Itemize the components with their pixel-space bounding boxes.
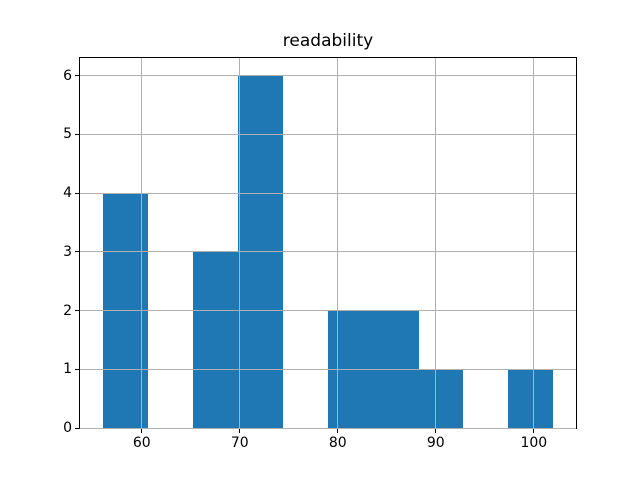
gridline-horizontal [80,251,576,253]
y-tick-mark [75,427,79,429]
histogram-bar [418,369,464,428]
gridline-horizontal [80,310,576,312]
gridline-vertical [435,58,437,428]
y-tick-mark [75,133,79,135]
y-tick-label: 5 [63,126,72,143]
gridline-horizontal [80,192,576,194]
x-tick-mark [337,429,339,433]
y-tick-label: 0 [63,420,72,436]
y-tick-label: 6 [63,67,72,84]
x-tick-mark [533,429,535,433]
x-tick-mark [239,429,241,433]
gridline-vertical [141,58,143,428]
gridline-vertical [337,58,339,428]
y-tick-label: 3 [63,243,72,260]
x-tick-label: 80 [328,435,347,451]
x-tick-label: 90 [426,435,445,451]
y-tick-mark [75,310,79,312]
y-tick-mark [75,192,79,194]
chart-title: readability [282,31,374,51]
plot-area: 60 70 80 90 100 0 1 2 3 4 5 6 [63,57,577,450]
y-tick-label: 1 [63,361,72,378]
y-tick-label: 2 [63,302,72,319]
x-tick-mark [435,429,437,433]
gridline-horizontal [80,133,576,135]
gridline-horizontal [80,368,576,370]
gridline-horizontal [80,75,576,77]
x-tick-label: 100 [520,435,548,451]
y-tick-mark [75,251,79,253]
gridline-vertical [239,58,241,428]
x-tick-label: 70 [230,435,249,451]
y-tick-mark [75,368,79,370]
x-tick-mark [141,429,143,433]
y-tick-mark [75,75,79,77]
y-tick-label: 4 [63,185,72,202]
x-tick-label: 60 [132,435,151,451]
gridline-horizontal [80,427,576,429]
gridline-vertical [533,58,535,428]
histogram-bar [192,251,239,428]
histogram-bar [508,369,554,428]
